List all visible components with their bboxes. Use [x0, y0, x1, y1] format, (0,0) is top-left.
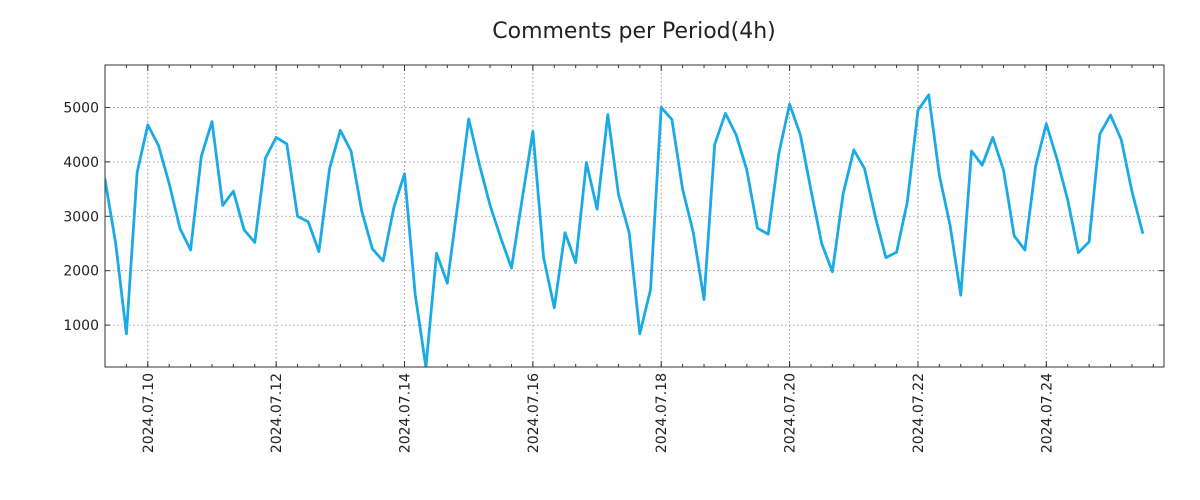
x-tick-label: 2024.07.14	[398, 373, 414, 453]
x-tick-label: 2024.07.20	[783, 373, 799, 453]
x-tick-label: 2024.07.24	[1039, 373, 1055, 453]
tick-label-layer: 1000 2000 3000 4000 5000 2024.07.10 2024.07.12…	[63, 100, 1055, 453]
x-tick-label: 2024.07.18	[654, 373, 670, 453]
y-tick-label: 2000	[63, 264, 99, 280]
grid-layer	[105, 65, 1164, 367]
series-line-comments	[105, 93, 1144, 367]
y-tick-label: 4000	[63, 155, 99, 171]
x-tick-label: 2024.07.16	[526, 373, 542, 453]
chart-title: Comments per Period(4h)	[492, 19, 776, 44]
y-tick-label: 5000	[63, 100, 99, 116]
x-tick-label: 2024.07.10	[141, 373, 157, 453]
x-tick-label: 2024.07.22	[911, 373, 927, 453]
y-tick-label: 3000	[63, 209, 99, 225]
x-tick-label: 2024.07.12	[269, 373, 285, 453]
y-tick-label: 1000	[63, 318, 99, 334]
series-layer	[105, 93, 1144, 367]
plot-frame	[104, 64, 1165, 368]
